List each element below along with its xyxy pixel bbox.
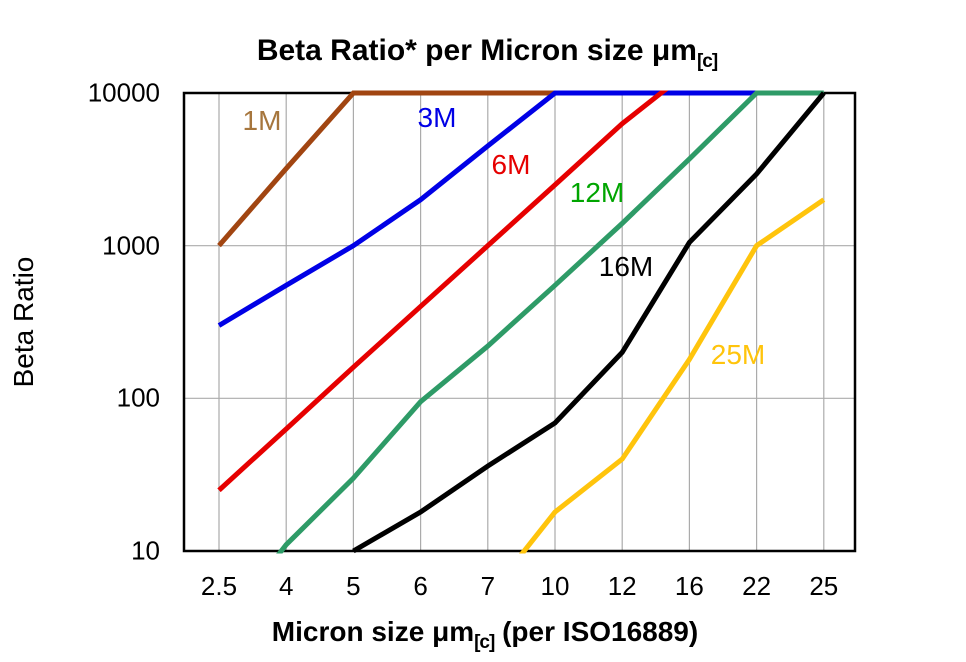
- x-tick-label: 12: [607, 571, 637, 601]
- x-tick-label: 6: [413, 571, 428, 601]
- page-title: Beta Ratio* per Micron size μm[c]: [256, 34, 718, 72]
- title-main: Beta Ratio* per Micron size: [256, 34, 652, 67]
- x-tick-label: 4: [278, 571, 294, 601]
- xlabel-main: Micron size: [271, 616, 433, 647]
- series-label-25M: 25M: [710, 339, 766, 370]
- x-tick-label: 25: [809, 571, 839, 601]
- series-line-25M: [518, 197, 826, 554]
- xlabel-mu: μm: [432, 616, 475, 647]
- y-tick-label: 1000: [102, 230, 160, 261]
- y-tick-label: 100: [116, 382, 160, 413]
- x-tick-label: 7: [480, 571, 496, 601]
- series-label-3M: 3M: [417, 102, 457, 133]
- series-label-12M: 12M: [569, 177, 625, 208]
- series-label-6M: 6M: [491, 149, 531, 180]
- xlabel-subscript: [c]: [474, 632, 495, 653]
- y-axis-label: Beta Ratio: [8, 256, 39, 388]
- x-tick-label: 5: [346, 571, 361, 601]
- series-label-16M: 16M: [598, 251, 654, 282]
- series-line-16M: [352, 91, 826, 554]
- title-mu: μm: [651, 34, 697, 67]
- series-line-12M: [276, 90, 824, 554]
- x-axis-label: Micron size μm[c] (per ISO16889): [271, 616, 699, 653]
- x-tick-label: 10: [540, 571, 570, 601]
- y-tick-label: 10000: [87, 77, 160, 108]
- xlabel-rest: (per ISO16889): [494, 616, 699, 647]
- x-tick-label: 22: [742, 571, 772, 601]
- x-tick-label: 16: [674, 571, 704, 601]
- series-line-1M: [217, 90, 555, 248]
- series-label-1M: 1M: [242, 105, 282, 136]
- series-line-6M: [217, 90, 669, 493]
- title-subscript: [c]: [696, 51, 718, 72]
- series-line-3M: [217, 90, 757, 328]
- x-tick-label: 2.5: [200, 571, 238, 601]
- y-tick-label: 10: [131, 535, 160, 566]
